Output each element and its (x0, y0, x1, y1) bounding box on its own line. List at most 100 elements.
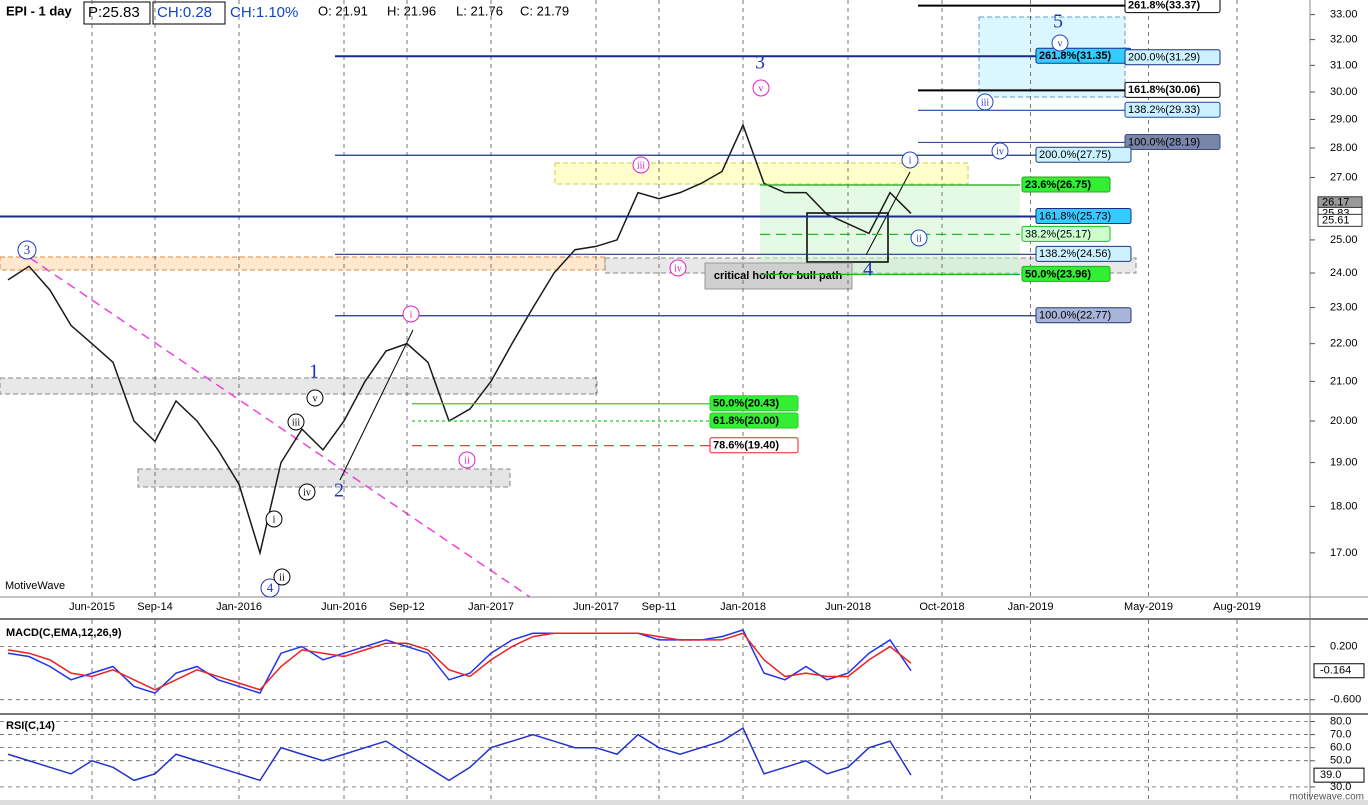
panel-title: RSI(C,14) (6, 720, 55, 732)
watermark: MotiveWave (5, 580, 65, 592)
trend-line (865, 171, 911, 256)
wave-circle (976, 93, 994, 111)
x-tick-label: Jan-2016 (216, 601, 262, 613)
y-tick-label: 20.00 (1330, 415, 1358, 427)
close: C: 21.79 (520, 3, 569, 18)
panel-title: MACD(C,EMA,12,26,9) (6, 627, 122, 639)
series-line (7, 632, 912, 691)
wave-label: ii (916, 233, 922, 244)
y-tick-label: 23.00 (1330, 301, 1358, 313)
level-label: 138.2%(29.33) (1128, 104, 1200, 116)
x-tick-label: Aug-2019 (1213, 601, 1261, 613)
box (806, 212, 889, 263)
y-tick-label: -0.600 (1330, 694, 1361, 706)
zone (760, 184, 1020, 274)
level-label: 38.2%(25.17) (1025, 228, 1091, 240)
y-tick-label: 0.200 (1330, 640, 1358, 652)
y-tick-label: 22.00 (1330, 338, 1358, 350)
y-tick-label: 60.0 (1330, 742, 1351, 754)
y-tick-label: 27.00 (1330, 171, 1358, 183)
price-tag-label: 25.61 (1322, 214, 1350, 226)
y-tick-label: 25.00 (1330, 234, 1358, 246)
wave-circle (265, 510, 283, 528)
y-tick-label: 31.00 (1330, 59, 1358, 71)
symbol: EPI - 1 day (6, 3, 73, 18)
wave-circle (306, 389, 324, 407)
current-label: -0.164 (1320, 665, 1351, 677)
x-tick-label: May-2019 (1124, 601, 1173, 613)
level-label-box (1035, 245, 1132, 262)
level-label: 50.0%(23.96) (1025, 268, 1091, 280)
y-tick-label: 30.00 (1330, 86, 1358, 98)
wave-circle (402, 305, 420, 323)
x-tick-label: Jan-2018 (720, 601, 766, 613)
wave-label: 1 (309, 361, 319, 383)
wave-circle (287, 413, 305, 431)
level-label: 200.0%(27.75) (1039, 149, 1111, 161)
level-label-box (1124, 101, 1221, 118)
wave-label: v (759, 83, 764, 94)
y-tick-label: 28.00 (1330, 142, 1358, 154)
wave-circle (991, 142, 1009, 160)
wave-label: 3 (755, 52, 765, 74)
series-line (7, 629, 912, 694)
level-label-box (709, 437, 799, 454)
x-tick-label: Jan-2019 (1008, 601, 1054, 613)
price-tag-label: 26.17 (1322, 197, 1350, 209)
level-label: 161.8%(25.73) (1039, 210, 1111, 222)
level-label: 100.0%(28.19) (1128, 136, 1200, 148)
level-label-box (1035, 208, 1132, 225)
wave-label: iii (981, 97, 990, 108)
y-tick-label: 32.00 (1330, 33, 1358, 45)
level-label-box (709, 395, 799, 412)
wave-circle (901, 151, 919, 169)
wave-circle (458, 451, 476, 469)
separator (0, 713, 1368, 715)
wave-circle (752, 79, 770, 97)
level-label-box (709, 412, 799, 429)
x-tick-label: Sep-11 (642, 601, 677, 613)
price-tag (1317, 213, 1363, 227)
wave-label: 5 (1053, 11, 1063, 33)
wave-label: ii (464, 455, 470, 466)
y-tick-label: 17.00 (1330, 547, 1358, 559)
level-label: 161.8%(30.06) (1128, 84, 1200, 96)
change: CH:0.28 (157, 4, 212, 21)
wave-circle (1051, 34, 1069, 52)
y-tick-label: 80.0 (1330, 715, 1351, 727)
x-tick-label: Jun-2017 (573, 601, 619, 613)
x-tick-label: Jun-2016 (321, 601, 367, 613)
wave-circle (17, 240, 37, 260)
wave-circle (273, 568, 291, 586)
series-line (7, 123, 912, 556)
wave-label: iii (637, 160, 646, 171)
wave-label: i (273, 514, 276, 525)
current-tag (1313, 663, 1365, 679)
wave-label: v (1058, 38, 1063, 49)
y-tick-label: 30.0 (1330, 781, 1351, 793)
x-tick-label: Sep-14 (137, 601, 172, 613)
wave-label: v (313, 393, 318, 404)
level-label-box (1035, 307, 1132, 324)
wave-circle (298, 483, 316, 501)
level-label-box (1035, 146, 1132, 163)
trend-line (29, 257, 531, 598)
wave-label: 4 (863, 259, 873, 281)
y-tick-label: 50.0 (1330, 755, 1351, 767)
zone (137, 468, 511, 488)
wave-circle (260, 578, 280, 598)
x-tick-label: Sep-12 (389, 601, 424, 613)
level-label: 23.6%(26.75) (1025, 179, 1091, 191)
wave-label: 4 (267, 580, 274, 595)
change-box (152, 1, 226, 25)
open: O: 21.91 (318, 3, 368, 18)
separator (0, 618, 1368, 620)
footer-bar (0, 800, 1368, 805)
zone (0, 256, 606, 271)
y-tick-label: 21.00 (1330, 375, 1358, 387)
level-label: 261.8%(33.37) (1128, 0, 1200, 11)
level-label: 261.8%(31.35) (1039, 50, 1111, 62)
current-tag (1313, 767, 1365, 783)
note-box (704, 262, 853, 290)
low: L: 21.76 (456, 3, 503, 18)
